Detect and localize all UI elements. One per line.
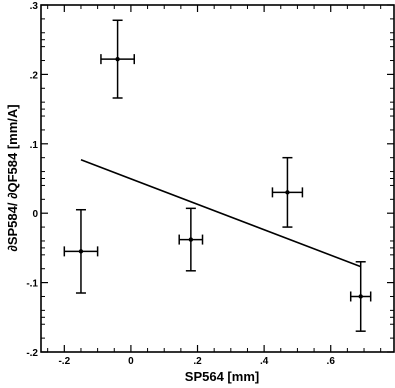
y-tick-label: .3 — [30, 1, 39, 12]
x-tick-label: -.2 — [58, 356, 70, 367]
data-points — [63, 19, 372, 332]
y-tick-label: 0 — [32, 209, 38, 220]
y-tick-label: .1 — [30, 140, 39, 151]
fit-line-group — [80, 159, 361, 268]
data-point — [358, 294, 363, 299]
plot-frame — [40, 4, 395, 353]
x-tick-label: .4 — [260, 356, 269, 367]
x-tick-label: 0 — [128, 356, 134, 367]
data-point — [115, 56, 120, 62]
data-point — [188, 237, 194, 242]
y-tick-label: -.2 — [26, 348, 38, 359]
data-point — [285, 190, 290, 195]
data-point — [78, 249, 84, 254]
x-tick-label: .6 — [327, 356, 336, 367]
axis-ticks: -.2 0 .2 .4 .6 -.2 -.1 0 .1 .2 .3 — [26, 1, 394, 367]
y-tick-label: -.1 — [26, 279, 38, 290]
x-axis-label: SP564 [mm] — [185, 369, 259, 384]
fit-line — [80, 159, 361, 268]
x-tick-label: .2 — [193, 356, 202, 367]
y-tick-label: .2 — [30, 70, 39, 81]
y-axis-label: ∂SP584/ ∂QF584 [mm/A] — [5, 104, 20, 251]
